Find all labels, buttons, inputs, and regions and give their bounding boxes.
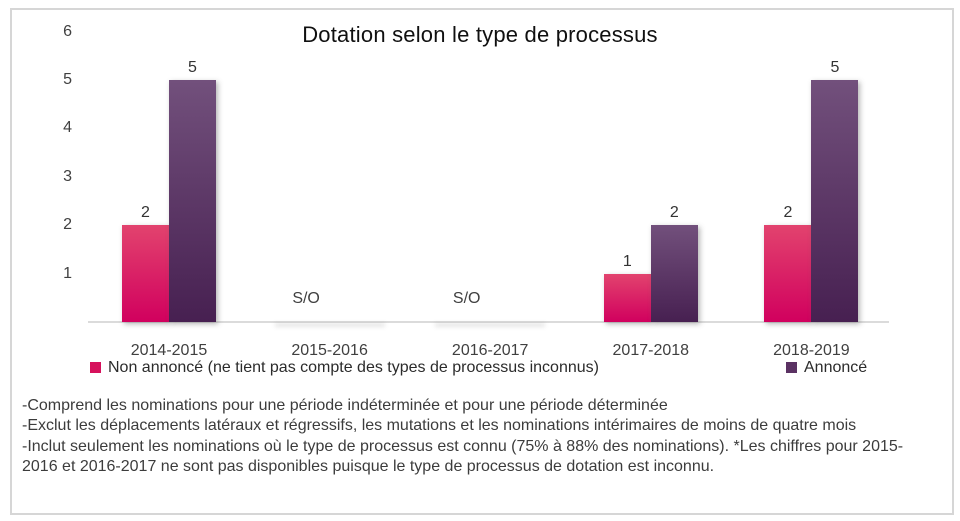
x-axis-line <box>88 321 889 323</box>
legend-swatch-annonce-icon <box>786 362 797 373</box>
category-label: 2017-2018 <box>612 342 690 359</box>
bar-annonce <box>650 225 698 322</box>
not-available-label: S/O <box>452 290 481 307</box>
not-available-label: S/O <box>292 290 320 307</box>
footnote-line-1: -Comprend les nominations pour une pério… <box>22 397 668 414</box>
category-label: 2016-2017 <box>451 342 529 359</box>
y-tick-label: 1 <box>63 264 72 282</box>
legend-label-non-annonce: Non annoncé (ne tient pas compte des typ… <box>108 359 599 376</box>
footnote-line-2: -Exclut les déplacements latéraux et rég… <box>22 417 857 435</box>
legend-item-non-annonce: Non annoncé (ne tient pas compte des typ… <box>90 359 599 377</box>
bar-value-label: 2 <box>783 204 793 222</box>
legend-label-annonce: Annoncé <box>804 359 868 376</box>
category-label: 2018-2019 <box>773 342 850 359</box>
y-tick-label: 6 <box>63 22 72 40</box>
legend-item-annonce: Annoncé <box>786 359 867 377</box>
y-tick-label: 2 <box>63 216 72 234</box>
bar-non-annonce <box>122 225 169 322</box>
category-label: 2014-2015 <box>130 342 208 359</box>
bar-non-annonce <box>603 273 651 322</box>
bar-annonce <box>169 80 216 322</box>
legend-swatch-non-annonce-icon <box>90 362 101 373</box>
footnotes: -Comprend les nominations pour une pério… <box>22 396 934 478</box>
bar-value-label: 5 <box>188 59 197 76</box>
footnote-line-3: -Inclut seulement les nominations où le … <box>22 437 904 476</box>
bar-non-annonce <box>764 225 812 322</box>
chart-title: Dotation selon le type de processus <box>302 22 658 47</box>
zero-bar-shadow <box>274 323 385 327</box>
zero-bar-shadow <box>435 323 546 327</box>
category-label: 2015-2016 <box>291 342 368 359</box>
y-tick-label: 4 <box>63 119 72 137</box>
y-tick-label: 3 <box>63 167 72 185</box>
bar-value-label: 2 <box>141 204 150 222</box>
bar-value-label: 2 <box>669 204 679 222</box>
bar-value-label: 5 <box>830 59 840 76</box>
bar-value-label: 1 <box>622 252 632 270</box>
bar-annonce <box>811 80 859 322</box>
y-tick-label: 5 <box>63 71 72 88</box>
